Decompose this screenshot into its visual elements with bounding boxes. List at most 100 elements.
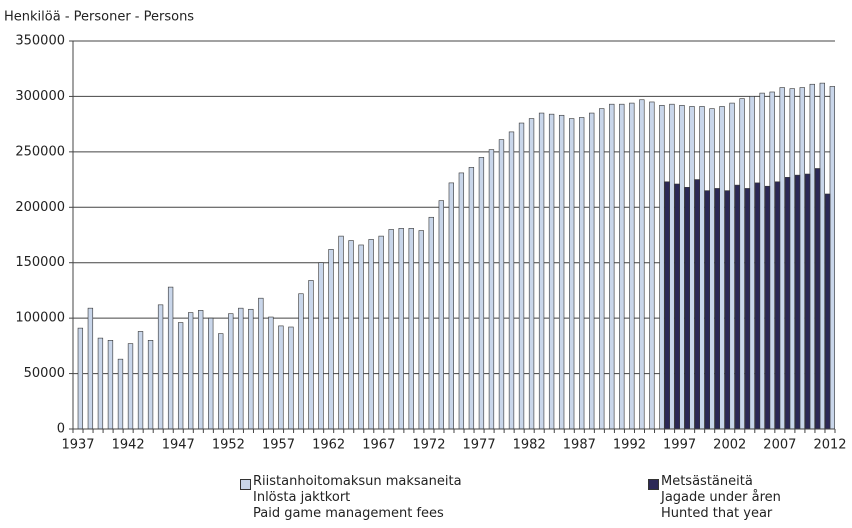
y-tick-label: 0 [57, 422, 65, 437]
legend-swatch [240, 479, 251, 490]
bar [649, 101, 655, 430]
bar [629, 102, 635, 430]
bar [744, 188, 751, 430]
x-tick-label: 2012 [813, 438, 846, 453]
bar [177, 322, 184, 430]
bar [388, 229, 394, 430]
x-tick-label: 1947 [162, 438, 195, 453]
x-tick-label: 1987 [563, 438, 596, 453]
bar [749, 96, 755, 430]
bar [684, 187, 690, 430]
bar [448, 182, 454, 430]
bar [829, 86, 835, 430]
bar [348, 240, 354, 430]
bar [288, 326, 294, 430]
bar [167, 286, 174, 430]
bar [488, 149, 495, 430]
bar [609, 103, 615, 430]
legend-label: Metsästäneitä Jagade under åren Hunted t… [661, 474, 781, 521]
bar [258, 297, 264, 430]
bar [679, 104, 685, 430]
bar [508, 131, 515, 430]
y-tick-label: 300000 [15, 89, 65, 104]
bar [714, 188, 720, 430]
x-tick-label: 1997 [663, 438, 696, 453]
bar [107, 340, 114, 430]
bar [689, 106, 695, 430]
bar [799, 87, 805, 430]
y-tick-label: 350000 [15, 34, 65, 49]
bar [77, 327, 84, 430]
bar [308, 280, 314, 430]
y-tick-label: 50000 [24, 366, 65, 381]
bar [804, 173, 811, 430]
bar [208, 317, 214, 430]
bar [238, 307, 244, 430]
bar [518, 122, 525, 430]
bar [674, 183, 680, 430]
bar [418, 230, 424, 430]
y-tick-label: 250000 [15, 144, 65, 159]
bar [779, 87, 785, 430]
x-tick-label: 1957 [262, 438, 295, 453]
bar [784, 177, 791, 430]
y-axis-label: Henkilöä - Personer - Persons [4, 10, 194, 25]
bar [328, 249, 334, 430]
y-tick-label: 200000 [15, 200, 65, 215]
bar [117, 358, 124, 430]
bar [338, 235, 344, 430]
y-tick-label: 100000 [15, 311, 65, 326]
bar [669, 103, 675, 430]
bar [528, 118, 535, 430]
bar [188, 312, 194, 430]
x-tick-label: 1982 [513, 438, 546, 453]
bar [87, 307, 94, 430]
x-tick-label: 2007 [763, 438, 796, 453]
bar [458, 172, 465, 430]
x-tick-label: 1937 [61, 438, 94, 453]
bar [824, 193, 831, 430]
bar [764, 185, 771, 430]
bar [137, 331, 144, 430]
bar [198, 310, 204, 430]
bar [478, 157, 485, 430]
bar [664, 181, 670, 430]
bar [809, 83, 815, 430]
bar [278, 325, 284, 430]
bar [218, 333, 224, 430]
bar [268, 316, 274, 430]
bar [739, 98, 745, 430]
bar [724, 190, 731, 430]
x-tick-label: 1972 [412, 438, 445, 453]
bar [298, 293, 304, 430]
legend-label: Riistanhoitomaksun maksaneita Inlösta ja… [253, 474, 462, 521]
bar [498, 139, 505, 430]
bar [754, 182, 761, 430]
bar [734, 184, 741, 430]
bar [538, 112, 545, 430]
bar [569, 118, 575, 430]
bar [619, 103, 625, 430]
bar [789, 88, 795, 430]
bar [127, 343, 134, 430]
bar [157, 304, 164, 430]
bar [368, 239, 374, 430]
x-tick-label: 1977 [463, 438, 496, 453]
x-tick-label: 1942 [112, 438, 145, 453]
bar [468, 167, 475, 430]
bar [548, 113, 555, 430]
bar [819, 82, 825, 430]
bar [699, 106, 705, 430]
bar [579, 117, 585, 430]
bar [589, 112, 595, 430]
bar [599, 108, 605, 430]
bar [318, 262, 324, 430]
bar [639, 99, 645, 430]
x-tick-label: 1962 [312, 438, 345, 453]
bar [759, 92, 765, 430]
bar [659, 104, 665, 430]
bar [729, 102, 735, 430]
bar [558, 114, 565, 430]
